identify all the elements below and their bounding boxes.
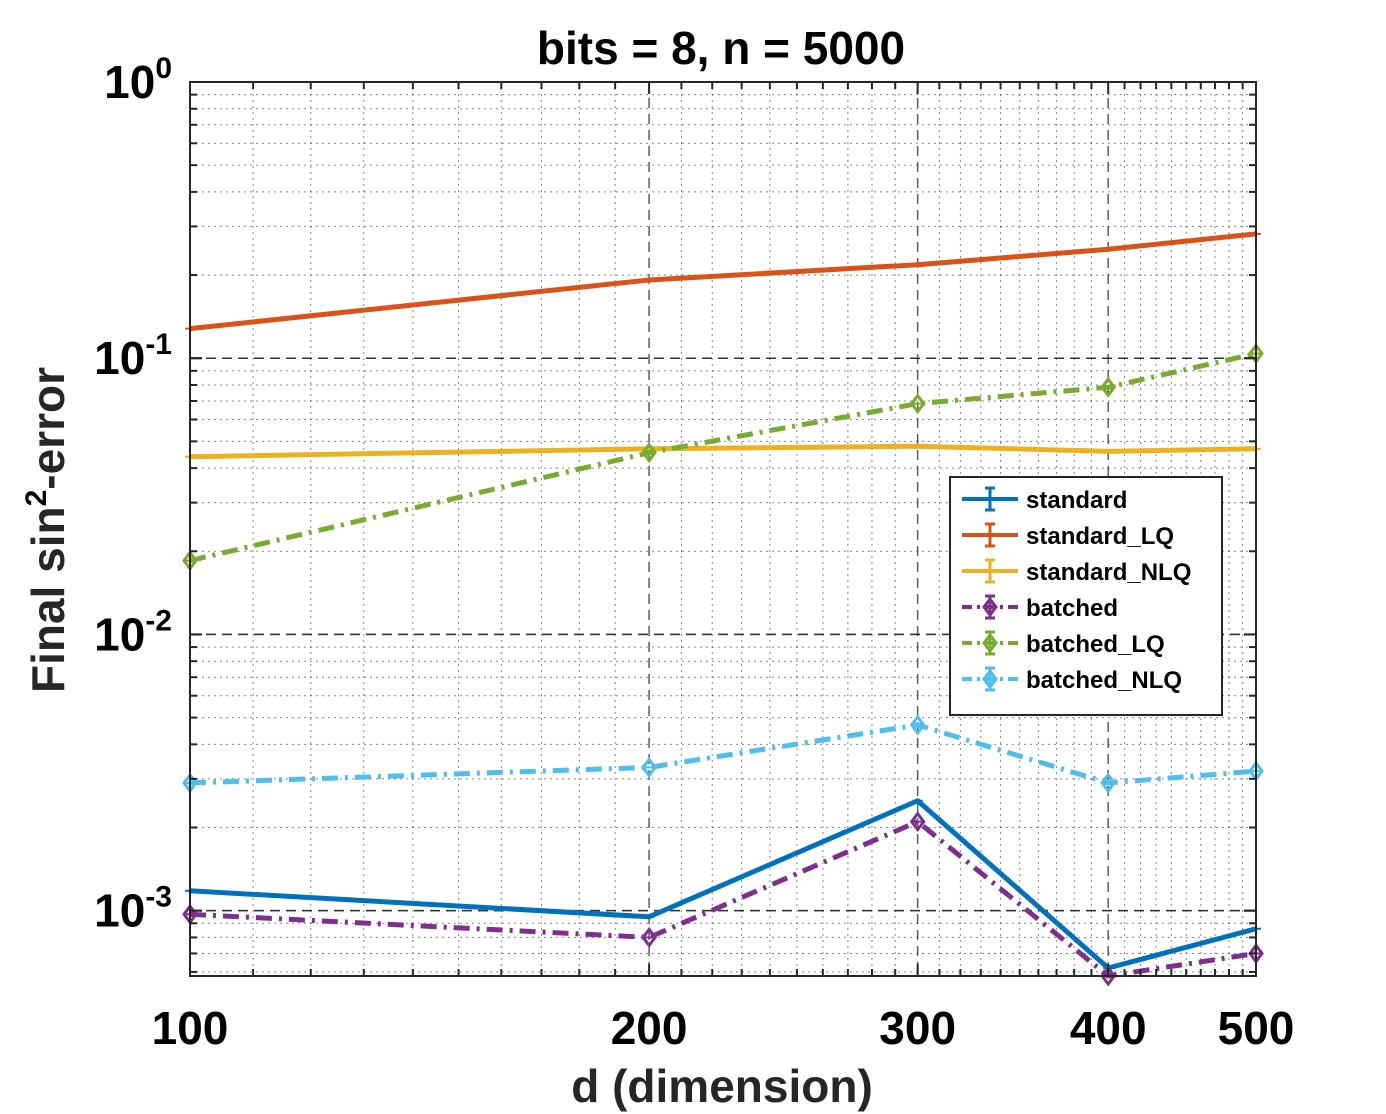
plot-frame <box>189 81 1257 977</box>
y-tick-base: 10 <box>104 56 155 108</box>
line-batched <box>189 819 1257 979</box>
legend-label: standard <box>1026 487 1127 514</box>
y-tick-exponent: 0 <box>155 52 172 85</box>
x-tick-label: 300 <box>879 1002 956 1054</box>
marker-batched_NLQ <box>641 756 657 778</box>
x-tick-label: 500 <box>1218 1002 1295 1054</box>
marker-batched <box>641 926 657 948</box>
y-tick-exponent: -3 <box>145 881 172 914</box>
chart-title: bits = 8, n = 5000 <box>537 22 905 74</box>
legend-label: standard_LQ <box>1026 523 1174 550</box>
y-tick-exponent: -1 <box>145 328 172 361</box>
marker-batched_NLQ <box>1100 772 1117 794</box>
y-tick-base: 10 <box>94 332 145 384</box>
y-axis-label-suffix: -error <box>22 367 74 490</box>
y-tick-exponent: -2 <box>145 604 172 637</box>
y-tick-label: 10-2 <box>94 604 172 660</box>
y-tick-label: 100 <box>104 52 172 108</box>
y-axis-label-superscript: 2 <box>20 490 53 507</box>
marker-batched_LQ <box>909 393 926 415</box>
legend-swatch-marker <box>982 632 998 654</box>
marker-batched_LQ <box>1100 376 1117 398</box>
legend-label: standard_NLQ <box>1026 559 1191 586</box>
series-batched_LQ <box>182 343 1264 572</box>
y-axis-label: Final sin2-error <box>20 367 74 693</box>
x-tick-label: 400 <box>1070 1002 1147 1054</box>
marker-batched <box>909 811 926 833</box>
y-tick-label: 10-1 <box>94 328 172 384</box>
y-tick-base: 10 <box>94 608 145 660</box>
y-tick-base: 10 <box>94 885 145 937</box>
legend-swatch-marker <box>982 596 998 618</box>
y-axis-label-main: Final sin <box>22 506 74 693</box>
y-tick-label: 10-3 <box>94 881 172 937</box>
legend-swatch-marker <box>982 668 998 690</box>
legend-label: batched_LQ <box>1026 631 1165 658</box>
x-axis-label: d (dimension) <box>571 1060 873 1112</box>
marker-batched_LQ <box>641 442 657 464</box>
series-standard_LQ <box>185 231 1261 332</box>
legend-box <box>949 476 1223 716</box>
marker-batched <box>1100 965 1117 987</box>
x-tick-label: 200 <box>611 1002 688 1054</box>
x-tick-labels: 100 200 300 400 500 <box>152 1002 1295 1054</box>
tick-layer <box>189 82 1257 976</box>
legend-label: batched <box>1026 595 1118 622</box>
marker-batched_NLQ <box>909 714 926 736</box>
legend-label: batched_NLQ <box>1026 667 1182 694</box>
series-layer <box>182 231 1264 987</box>
x-tick-label: 100 <box>152 1002 229 1054</box>
